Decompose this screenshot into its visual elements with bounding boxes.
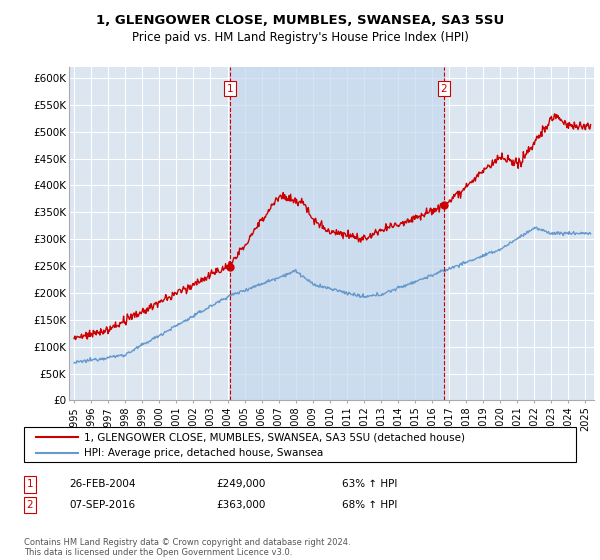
Text: 07-SEP-2016: 07-SEP-2016: [69, 500, 135, 510]
Text: 68% ↑ HPI: 68% ↑ HPI: [342, 500, 397, 510]
Text: 26-FEB-2004: 26-FEB-2004: [69, 479, 136, 489]
Text: 1, GLENGOWER CLOSE, MUMBLES, SWANSEA, SA3 5SU: 1, GLENGOWER CLOSE, MUMBLES, SWANSEA, SA…: [96, 14, 504, 27]
Text: 1, GLENGOWER CLOSE, MUMBLES, SWANSEA, SA3 5SU (detached house): 1, GLENGOWER CLOSE, MUMBLES, SWANSEA, SA…: [84, 432, 465, 442]
Text: 2: 2: [26, 500, 34, 510]
Text: 63% ↑ HPI: 63% ↑ HPI: [342, 479, 397, 489]
Bar: [230, 67, 443, 400]
Text: 1: 1: [227, 83, 233, 94]
Text: Contains HM Land Registry data © Crown copyright and database right 2024.
This d: Contains HM Land Registry data © Crown c…: [24, 538, 350, 557]
Text: £363,000: £363,000: [216, 500, 265, 510]
Text: £249,000: £249,000: [216, 479, 265, 489]
Text: Price paid vs. HM Land Registry's House Price Index (HPI): Price paid vs. HM Land Registry's House …: [131, 31, 469, 44]
Text: HPI: Average price, detached house, Swansea: HPI: Average price, detached house, Swan…: [84, 449, 323, 458]
Text: 2: 2: [440, 83, 447, 94]
Text: 1: 1: [26, 479, 34, 489]
